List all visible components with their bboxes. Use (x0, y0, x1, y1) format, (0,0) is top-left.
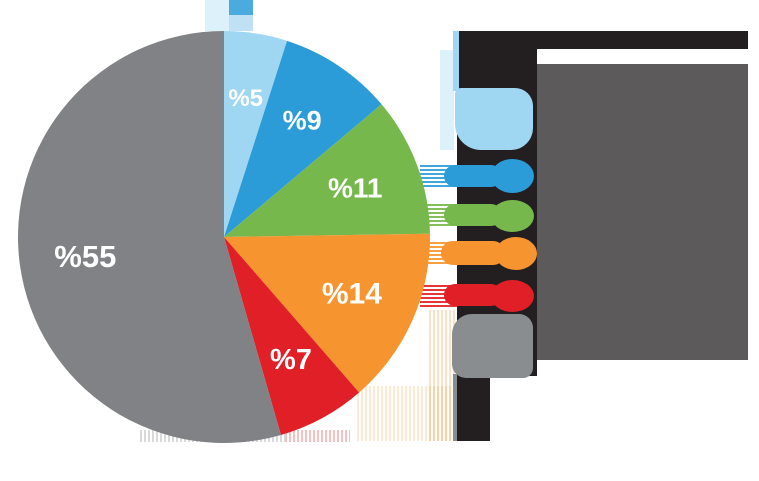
artifact-streak (229, 0, 253, 15)
connector-band-lower (457, 376, 490, 441)
pie-slice-label: %9 (283, 106, 322, 136)
legend-callout-orange-handle (441, 241, 505, 265)
legend-callout-blue (491, 159, 534, 193)
legend-callout-light-blue-tail (453, 31, 459, 91)
pie-slice-label: %7 (270, 344, 312, 376)
pie-slice-label: %11 (328, 173, 383, 204)
legend-callout-orange (495, 237, 537, 270)
legend-callout-light-blue (455, 88, 533, 150)
legend-callout-green (491, 200, 534, 232)
pie-slice-%7 (224, 237, 360, 435)
artifact-streak (440, 50, 454, 150)
legend-callout-red-handle (444, 284, 502, 306)
artifact-streak (140, 430, 285, 442)
pie-slice-label: %55 (54, 239, 116, 274)
pie-slice-%9 (224, 40, 382, 237)
pie-slice-%55 (17, 31, 281, 443)
artifact-streak (285, 430, 350, 442)
artifact-streak (229, 15, 253, 31)
legend-callout-red (491, 280, 534, 312)
artifact-streak (205, 0, 229, 31)
legend-callout-gray-tail (453, 374, 457, 441)
pie-slice-label: %5 (228, 85, 263, 112)
pie-slice-label: %14 (322, 278, 382, 311)
legend-panel (537, 64, 748, 360)
pie-slice-%14 (224, 233, 431, 393)
artifact-streak (429, 310, 455, 441)
pie-slice-%11 (224, 104, 430, 237)
legend-callout-green-handle (444, 204, 502, 226)
legend-callout-gray (452, 314, 533, 378)
artifact-streak (357, 386, 455, 441)
pie-slice-%5 (224, 31, 288, 237)
legend-callout-blue-handle (444, 165, 502, 187)
